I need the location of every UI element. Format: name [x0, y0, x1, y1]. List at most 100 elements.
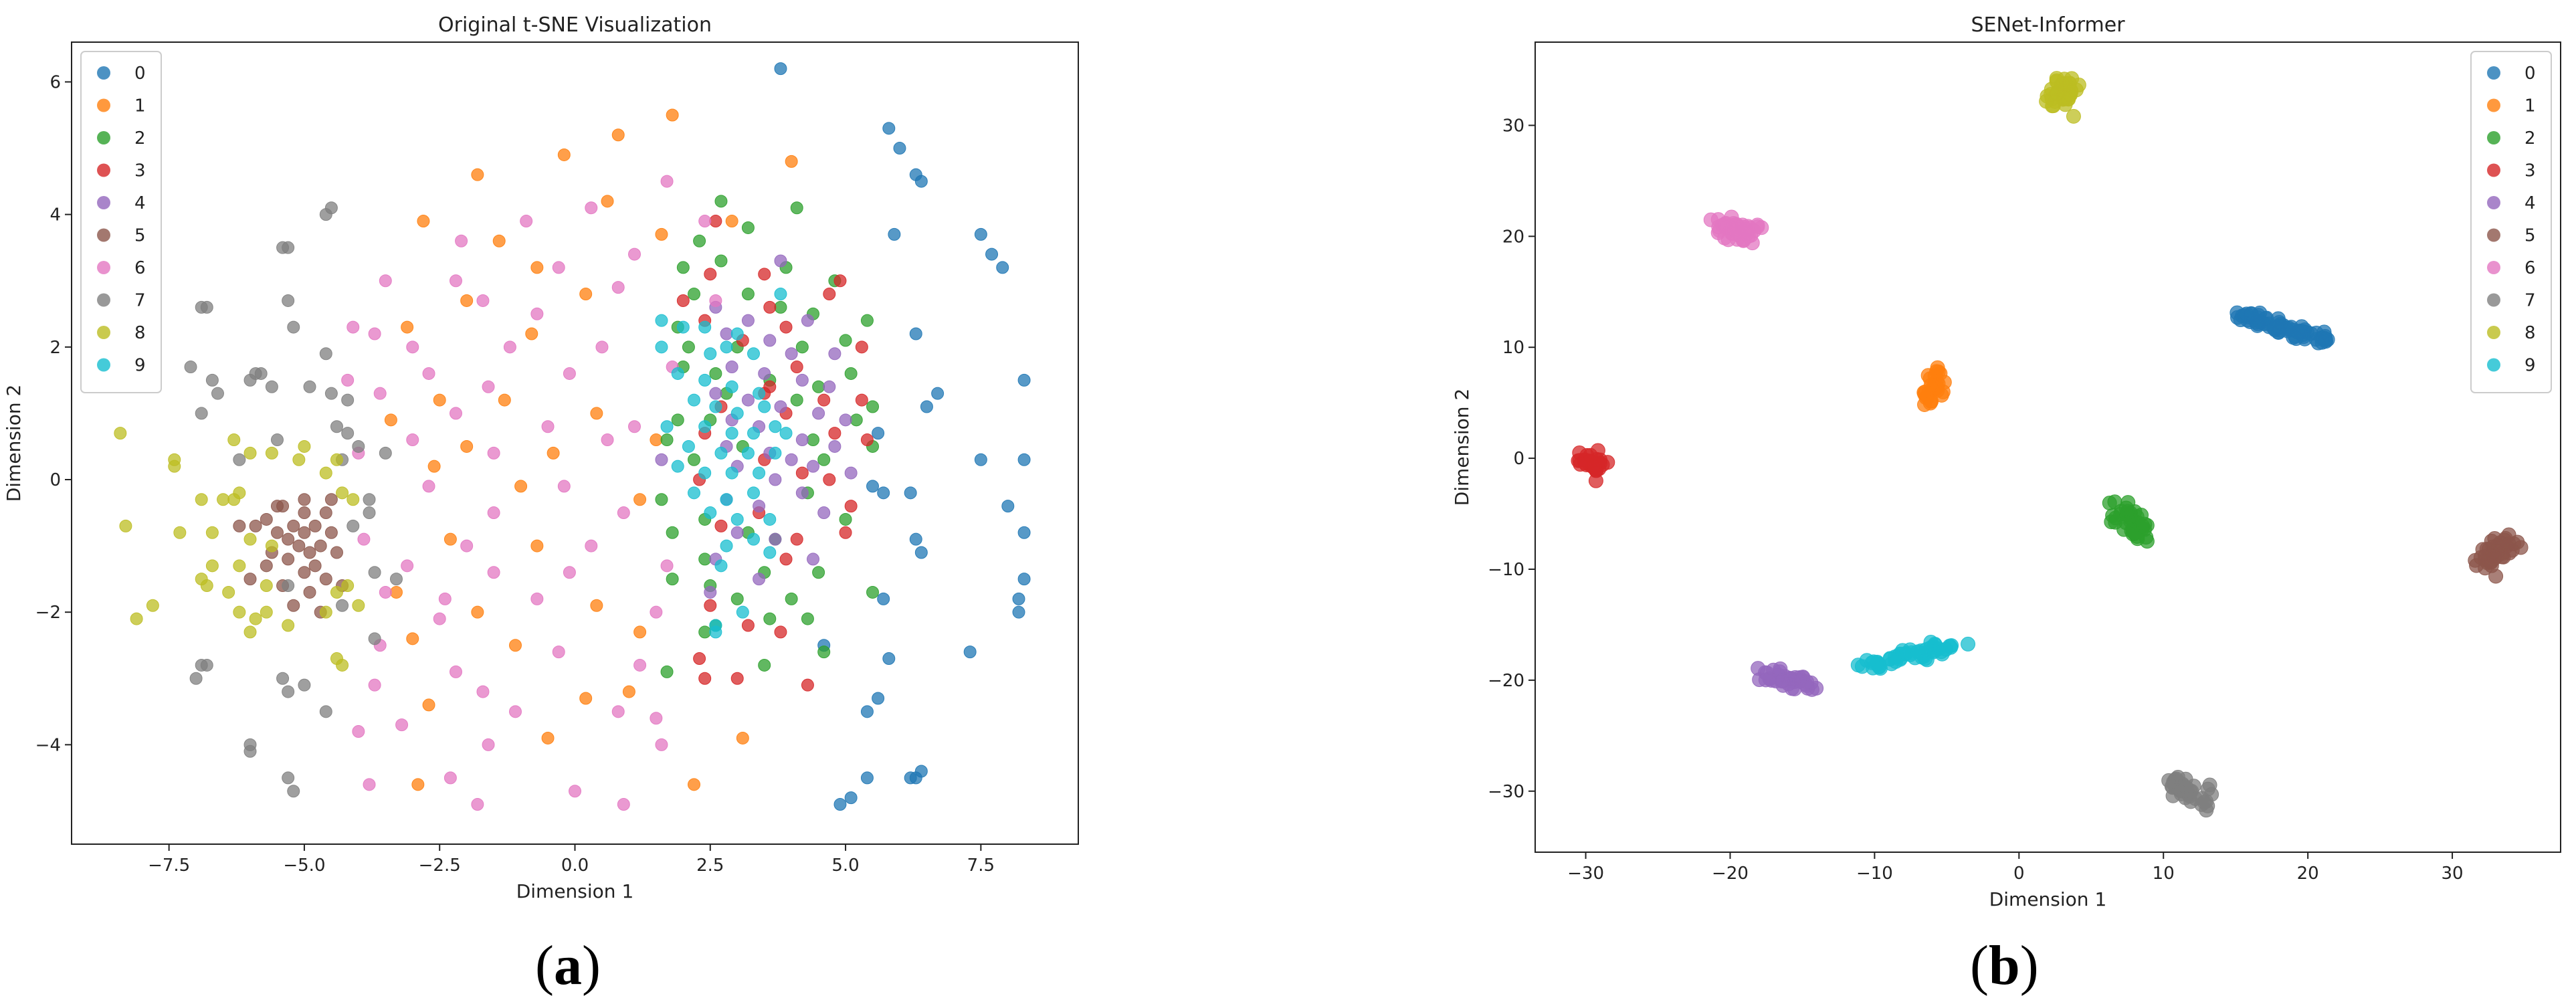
point-class-6	[1718, 215, 1733, 231]
point-class-8	[336, 486, 349, 500]
point-class-3	[758, 268, 771, 281]
point-class-1	[590, 599, 603, 612]
point-class-0	[1017, 573, 1031, 586]
legend-label-0: 0	[134, 64, 146, 84]
point-class-2	[866, 585, 880, 599]
legend-label-3: 3	[2524, 161, 2536, 181]
point-class-4	[774, 254, 787, 268]
point-class-9	[671, 460, 684, 473]
point-class-3	[704, 599, 717, 612]
point-class-2	[676, 261, 690, 274]
point-class-9	[1859, 653, 1874, 668]
point-class-7	[276, 672, 290, 685]
point-class-0	[974, 227, 987, 241]
point-class-2	[666, 526, 679, 539]
point-class-8	[298, 439, 311, 453]
point-class-5	[260, 559, 273, 573]
point-class-2	[785, 592, 798, 605]
point-class-6	[363, 778, 376, 791]
point-class-7	[298, 678, 311, 692]
point-class-3	[709, 215, 722, 228]
point-class-4	[817, 506, 831, 520]
point-class-8	[227, 433, 241, 447]
point-class-2	[790, 201, 803, 215]
panel-label-a: (a)	[535, 933, 601, 998]
point-class-0	[1017, 373, 1031, 387]
x-tick-label: −10	[1856, 864, 1893, 884]
point-class-9	[714, 559, 728, 573]
point-class-0	[888, 227, 901, 241]
point-class-7	[389, 573, 403, 586]
point-class-4	[844, 466, 858, 480]
point-class-9	[779, 427, 793, 440]
point-class-7	[319, 347, 332, 361]
point-class-6	[601, 433, 614, 447]
point-class-2	[698, 553, 712, 566]
point-class-8	[233, 559, 246, 573]
panel-label-a-close: )	[581, 934, 601, 997]
point-class-4	[828, 439, 841, 453]
point-class-2	[693, 234, 706, 247]
point-class-9	[769, 420, 782, 433]
point-class-6	[563, 367, 576, 380]
x-tick-label: −5.0	[283, 856, 325, 876]
y-tick-label: 2	[49, 338, 61, 358]
point-class-8	[243, 446, 257, 460]
point-class-0	[872, 692, 885, 705]
point-class-1	[1917, 387, 1933, 402]
x-tick-label: 30	[2442, 864, 2464, 884]
point-class-9	[720, 539, 733, 553]
point-class-1	[443, 532, 457, 546]
point-class-8	[119, 519, 132, 532]
point-class-1	[633, 625, 647, 639]
point-class-7	[282, 771, 295, 785]
point-class-5	[298, 526, 311, 539]
legend-marker-2	[2487, 131, 2500, 144]
y-tick-label: 6	[49, 72, 61, 92]
point-class-1	[508, 639, 522, 652]
point-class-9	[655, 340, 668, 354]
point-class-1	[411, 778, 425, 791]
point-class-9	[753, 387, 766, 400]
point-class-7	[233, 453, 246, 466]
point-class-3	[774, 625, 787, 639]
point-class-6	[487, 446, 500, 460]
point-class-3	[855, 393, 868, 407]
point-class-7	[184, 361, 197, 374]
point-class-5	[287, 519, 300, 532]
point-class-9	[725, 466, 738, 480]
point-class-9	[709, 400, 722, 413]
point-class-0	[985, 247, 999, 261]
point-class-2	[790, 393, 803, 407]
point-class-6	[433, 612, 446, 625]
point-class-0	[2318, 332, 2333, 347]
point-class-1	[433, 393, 446, 407]
point-class-7	[319, 705, 332, 718]
x-tick-label: 0.0	[561, 856, 589, 876]
point-class-1	[427, 460, 441, 473]
point-class-1	[460, 294, 474, 307]
point-class-9	[758, 400, 771, 413]
point-class-1	[525, 327, 538, 340]
point-class-8	[346, 493, 360, 506]
point-class-0	[1012, 605, 1025, 619]
point-class-3	[704, 268, 717, 281]
point-class-6	[655, 738, 668, 751]
point-class-8	[168, 460, 181, 473]
point-class-6	[487, 566, 500, 579]
point-class-2	[860, 314, 874, 327]
point-class-9	[763, 512, 777, 526]
point-class-8	[2047, 94, 2062, 109]
point-class-7	[243, 373, 257, 387]
point-class-6	[341, 373, 355, 387]
legend-label-6: 6	[2524, 258, 2536, 278]
point-class-6	[503, 340, 516, 354]
point-class-9	[725, 380, 738, 393]
point-class-0	[963, 645, 977, 659]
point-class-8	[352, 599, 365, 612]
point-class-8	[217, 493, 230, 506]
point-class-6	[650, 605, 663, 619]
point-class-6	[449, 407, 462, 420]
point-class-7	[282, 685, 295, 698]
point-class-3	[698, 672, 712, 685]
